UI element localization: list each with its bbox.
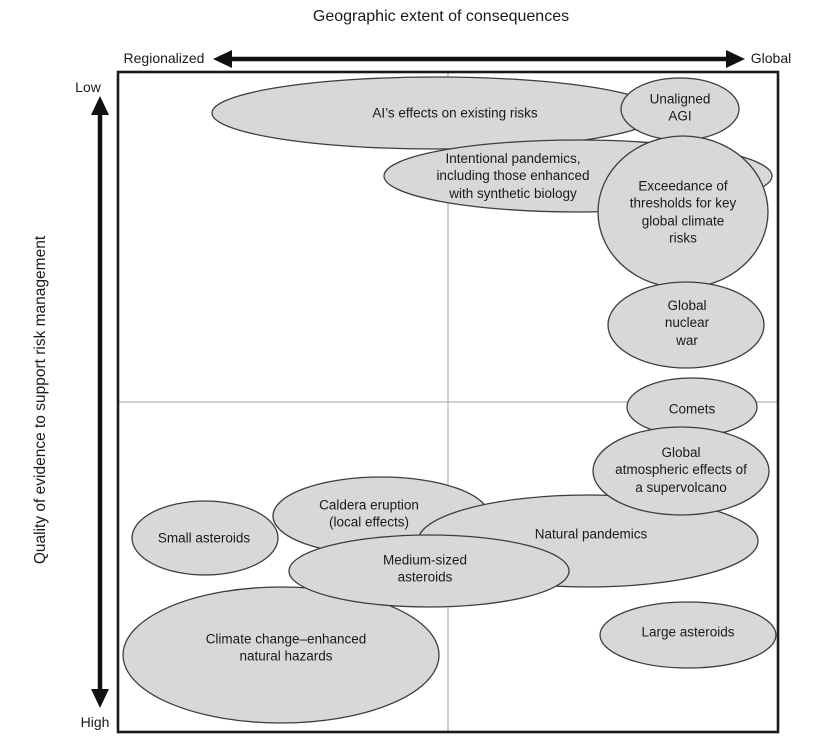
risk-ellipse-supervolcano bbox=[592, 426, 770, 516]
y-axis-top-label: Low bbox=[75, 79, 101, 95]
risk-label-comets: Comets bbox=[668, 401, 716, 417]
risk-ellipse-climate-enhanced-hazards bbox=[122, 586, 440, 724]
risk-ellipse-medium-asteroids bbox=[288, 534, 570, 608]
risk-ellipse-global-nuclear-war bbox=[607, 281, 765, 369]
y-axis-title: Quality of evidence to support risk mana… bbox=[32, 235, 49, 565]
risk-label-large-asteroids: Large asteroids bbox=[641, 624, 735, 640]
x-axis-right-label: Global bbox=[750, 50, 792, 66]
plot-border bbox=[116, 70, 780, 734]
risk-label-natural-pandemics: Natural pandemics bbox=[534, 526, 648, 542]
y-axis-bottom-label: High bbox=[80, 714, 110, 730]
risk-ellipse-large-asteroids bbox=[599, 601, 777, 669]
figure-title: Geographic extent of consequences bbox=[312, 8, 570, 25]
risk-label-intentional-pandemics: Intentional pandemics, including those e… bbox=[436, 151, 590, 201]
x-axis-arrow bbox=[213, 50, 745, 68]
risk-label-global-nuclear-war: Global nuclear war bbox=[664, 298, 710, 348]
risk-label-medium-asteroids: Medium-sized asteroids bbox=[382, 552, 468, 585]
risk-label-unaligned-agi: Unaligned AGI bbox=[649, 91, 711, 124]
risk-label-caldera-eruption: Caldera eruption (local effects) bbox=[319, 497, 419, 530]
risk-label-climate-thresholds: Exceedance of thresholds for key global … bbox=[629, 178, 737, 246]
y-axis-arrow bbox=[91, 96, 109, 708]
x-axis-left-label: Regionalized bbox=[123, 50, 205, 66]
risk-label-small-asteroids: Small asteroids bbox=[157, 530, 251, 546]
risk-ellipse-small-asteroids bbox=[131, 500, 279, 576]
risk-label-ai-effects: AI’s effects on existing risks bbox=[372, 105, 538, 121]
risk-label-supervolcano: Global atmospheric effects of a supervol… bbox=[615, 445, 747, 495]
risk-label-climate-enhanced-hazards: Climate change–enhanced natural hazards bbox=[205, 631, 367, 664]
